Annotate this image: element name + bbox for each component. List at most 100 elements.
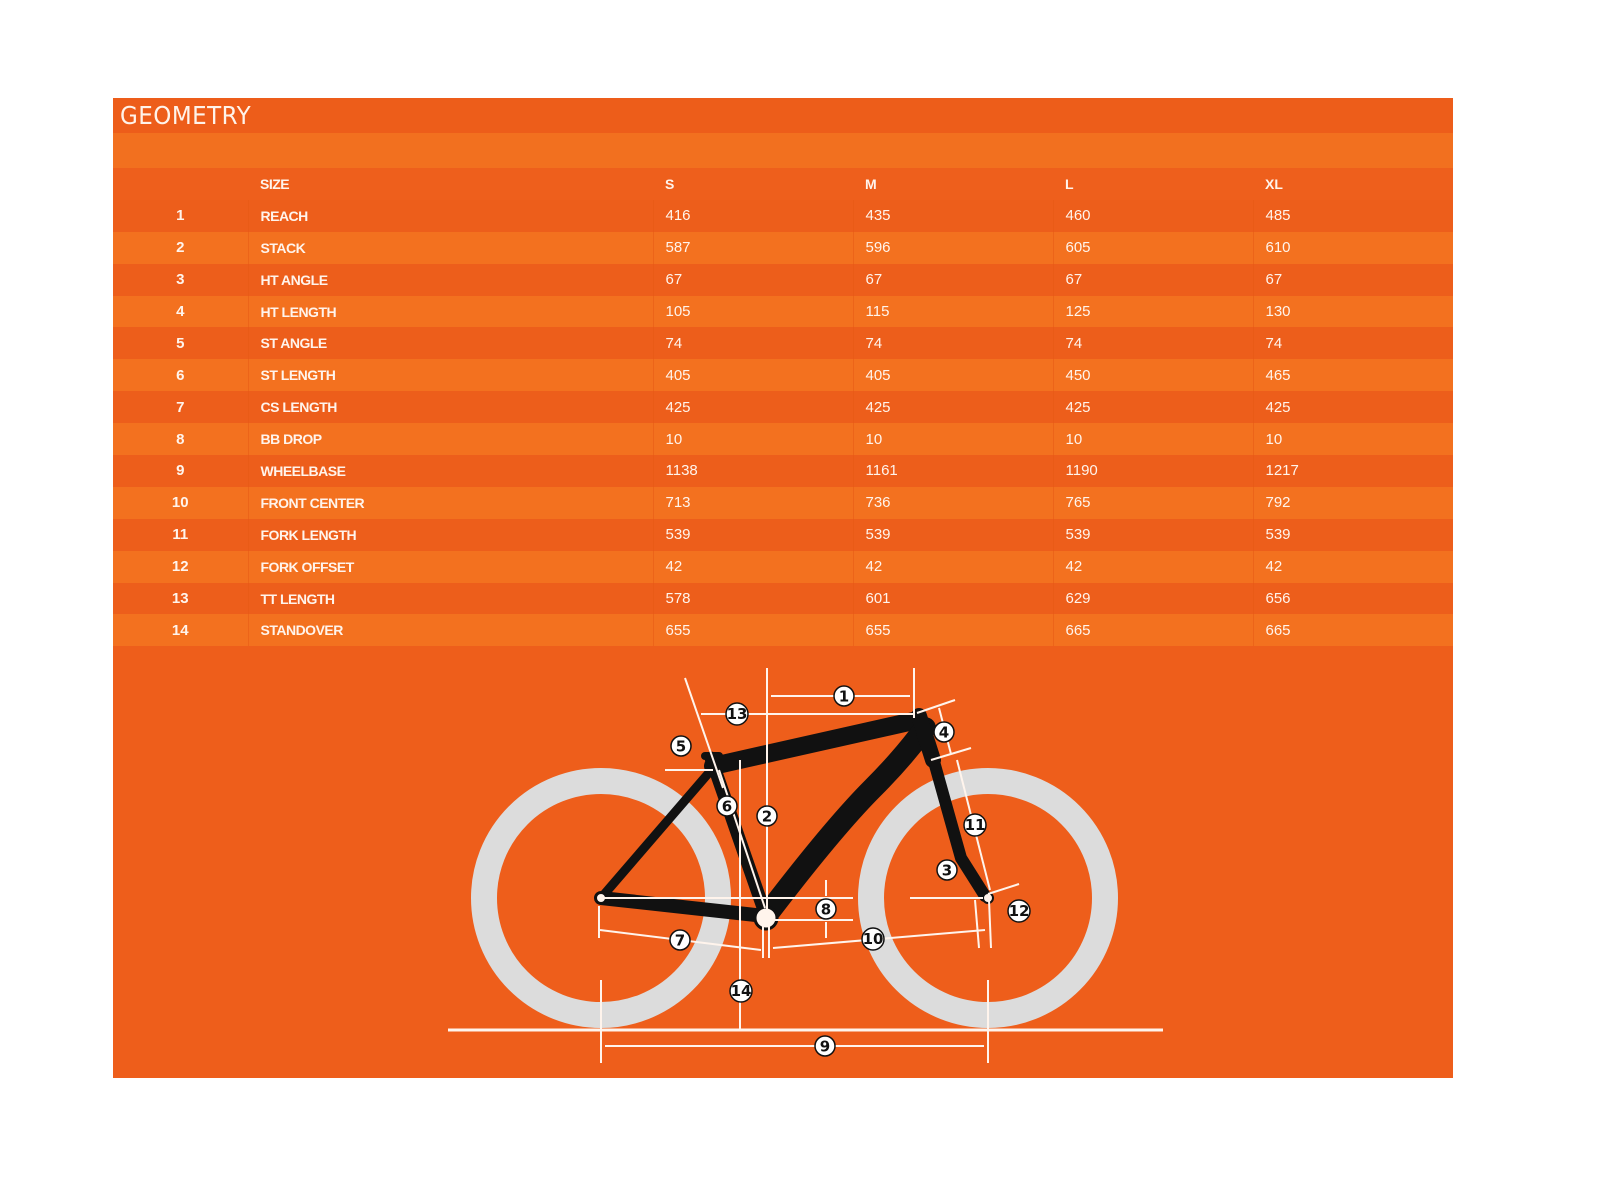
- table-header-row: SIZE S M L XL: [113, 168, 1453, 200]
- value-l: 629: [1052, 582, 1253, 615]
- badge-1: 1: [833, 685, 855, 707]
- row-number: 3: [113, 263, 248, 296]
- column-header-xl: XL: [1253, 168, 1453, 200]
- value-s: 539: [652, 518, 853, 551]
- svg-text:3: 3: [942, 862, 952, 880]
- table-row: 11 FORK LENGTH 539 539 539 539: [113, 518, 1453, 551]
- row-number: 12: [113, 550, 248, 583]
- value-l: 539: [1052, 518, 1253, 551]
- value-l: 765: [1052, 486, 1253, 519]
- svg-text:9: 9: [820, 1038, 830, 1056]
- table-row: 12 FORK OFFSET 42 42 42 42: [113, 550, 1453, 583]
- row-number: 6: [113, 359, 248, 392]
- badge-12: 12: [1007, 899, 1031, 923]
- badge-13: 13: [725, 702, 749, 726]
- title-bar: GEOMETRY: [113, 98, 1453, 133]
- row-number: 11: [113, 518, 248, 551]
- value-m: 425: [852, 391, 1053, 424]
- value-m: 115: [852, 295, 1053, 328]
- row-label: STANDOVER: [247, 614, 653, 647]
- table-row: 13 TT LENGTH 578 601 629 656: [113, 582, 1453, 615]
- table-row: 1 REACH 416 435 460 485: [113, 199, 1453, 232]
- table-row: 9 WHEELBASE 1138 1161 1190 1217: [113, 455, 1453, 487]
- value-m: 74: [852, 327, 1053, 360]
- table-row: 10 FRONT CENTER 713 736 765 792: [113, 486, 1453, 519]
- value-m: 405: [852, 359, 1053, 392]
- row-label: ST ANGLE: [247, 327, 653, 360]
- badge-6: 6: [716, 795, 738, 817]
- svg-text:8: 8: [821, 901, 831, 919]
- value-xl: 485: [1252, 199, 1453, 232]
- row-label: STACK: [247, 231, 653, 264]
- value-s: 425: [652, 391, 853, 424]
- svg-text:11: 11: [965, 816, 986, 834]
- row-label: HT LENGTH: [247, 295, 653, 328]
- badge-9: 9: [814, 1035, 836, 1057]
- row-number: 5: [113, 327, 248, 360]
- svg-text:13: 13: [727, 705, 748, 723]
- table-row: 4 HT LENGTH 105 115 125 130: [113, 295, 1453, 328]
- column-header-s: S: [653, 168, 853, 200]
- value-xl: 425: [1252, 391, 1453, 424]
- row-label: TT LENGTH: [247, 582, 653, 615]
- value-s: 416: [652, 199, 853, 232]
- table-row: 8 BB DROP 10 10 10 10: [113, 423, 1453, 456]
- svg-text:1: 1: [839, 688, 849, 706]
- value-s: 105: [652, 295, 853, 328]
- value-s: 405: [652, 359, 853, 392]
- svg-text:4: 4: [939, 724, 949, 742]
- row-number: 9: [113, 455, 248, 487]
- value-s: 10: [652, 423, 853, 456]
- column-header-m: M: [853, 168, 1053, 200]
- value-m: 596: [852, 231, 1053, 264]
- row-label: WHEELBASE: [247, 455, 653, 487]
- row-label: FORK OFFSET: [247, 550, 653, 583]
- row-number: 2: [113, 231, 248, 264]
- geometry-card: GEOMETRY SIZE S M L XL 1 REACH 416 435 4…: [113, 98, 1453, 1078]
- value-xl: 67: [1252, 263, 1453, 296]
- value-s: 655: [652, 614, 853, 647]
- value-s: 1138: [652, 455, 853, 487]
- row-label: FRONT CENTER: [247, 486, 653, 519]
- value-m: 1161: [852, 455, 1053, 487]
- geometry-table: SIZE S M L XL 1 REACH 416 435 460 485 2 …: [113, 168, 1453, 647]
- bicycle-icon: 1 2 3 4 5 6 7 8 9 10 11 12 13 14: [448, 668, 1163, 1063]
- value-m: 67: [852, 263, 1053, 296]
- badge-2: 2: [756, 805, 778, 827]
- value-l: 74: [1052, 327, 1253, 360]
- value-xl: 42: [1252, 550, 1453, 583]
- value-xl: 1217: [1252, 455, 1453, 487]
- svg-text:5: 5: [676, 738, 686, 756]
- row-label: HT ANGLE: [247, 263, 653, 296]
- page-title: GEOMETRY: [120, 101, 252, 130]
- bike-geometry-diagram: 1 2 3 4 5 6 7 8 9 10 11 12 13 14: [113, 658, 1453, 1078]
- column-header-size: SIZE: [248, 168, 653, 200]
- value-m: 655: [852, 614, 1053, 647]
- value-xl: 792: [1252, 486, 1453, 519]
- row-number: 10: [113, 486, 248, 519]
- value-l: 425: [1052, 391, 1253, 424]
- row-number: 4: [113, 295, 248, 328]
- value-m: 601: [852, 582, 1053, 615]
- svg-text:6: 6: [722, 798, 732, 816]
- value-s: 74: [652, 327, 853, 360]
- row-label: REACH: [247, 199, 653, 232]
- value-s: 67: [652, 263, 853, 296]
- value-xl: 465: [1252, 359, 1453, 392]
- value-xl: 130: [1252, 295, 1453, 328]
- value-s: 578: [652, 582, 853, 615]
- value-l: 125: [1052, 295, 1253, 328]
- value-l: 665: [1052, 614, 1253, 647]
- value-m: 10: [852, 423, 1053, 456]
- badge-11: 11: [963, 813, 987, 837]
- svg-text:7: 7: [675, 932, 685, 950]
- value-l: 450: [1052, 359, 1253, 392]
- svg-text:2: 2: [762, 808, 772, 826]
- table-row: 6 ST LENGTH 405 405 450 465: [113, 359, 1453, 392]
- value-xl: 10: [1252, 423, 1453, 456]
- row-number: 14: [113, 614, 248, 647]
- value-m: 539: [852, 518, 1053, 551]
- badge-5: 5: [670, 735, 692, 757]
- table-row: 3 HT ANGLE 67 67 67 67: [113, 263, 1453, 296]
- column-header-number: [113, 168, 248, 200]
